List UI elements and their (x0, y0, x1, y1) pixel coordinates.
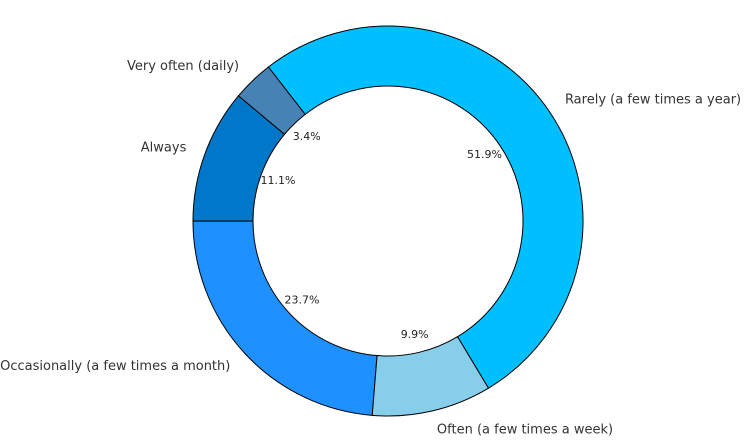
donut-segment (371, 336, 490, 417)
percent-label: 11.1% (261, 174, 296, 187)
percent-label: 3.4% (293, 130, 321, 143)
segment-label: Occasionally (a few times a month) (0, 359, 230, 374)
donut-segment (267, 25, 584, 389)
segment-label: Always (141, 140, 187, 155)
segment-label: Rarely (a few times a year) (565, 92, 741, 107)
percent-label: 51.9% (467, 148, 502, 161)
donut-segment (192, 220, 378, 416)
percent-label: 9.9% (401, 328, 429, 341)
percent-label: 23.7% (285, 293, 320, 306)
segment-label: Often (a few times a week) (437, 422, 613, 437)
segment-label: Very often (daily) (127, 59, 239, 74)
